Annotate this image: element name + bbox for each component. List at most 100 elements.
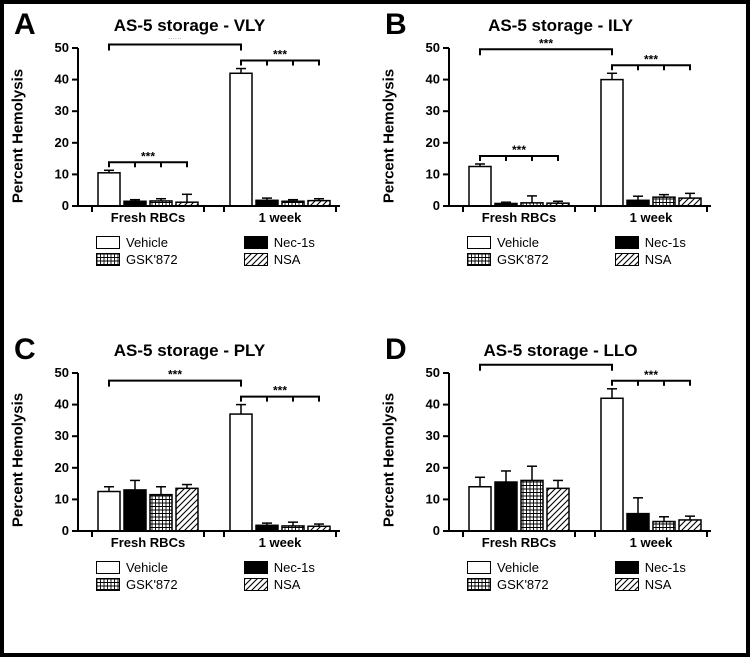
chart-wrap: Percent Hemolysis01020304050Fresh RBCs1 … [40, 363, 367, 558]
legend-swatch-Nec-1s [244, 561, 268, 574]
svg-text:***: *** [168, 38, 182, 46]
svg-text:***: *** [168, 367, 182, 381]
svg-text:1 week: 1 week [630, 535, 673, 550]
legend-label-NSA: NSA [645, 252, 672, 267]
figure-grid: AAS-5 storage - VLYPercent Hemolysis0102… [0, 0, 750, 657]
bar-Fresh-RBCs-Vehicle [469, 167, 491, 207]
legend-swatch-NSA [244, 253, 268, 266]
legend-label-NSA: NSA [645, 577, 672, 592]
svg-text:***: *** [644, 367, 658, 381]
bar-chart: 01020304050Fresh RBCs1 week********* [411, 38, 721, 233]
svg-text:10: 10 [426, 166, 440, 181]
bar-1-week-NSA [679, 198, 701, 206]
legend-swatch-NSA [615, 578, 639, 591]
legend-label-GSK'872: GSK'872 [497, 577, 549, 592]
legend: Vehicle Nec-1s GSK'872 NSA [96, 235, 367, 267]
svg-text:10: 10 [55, 166, 69, 181]
legend-item-NSA: NSA [244, 577, 367, 592]
panel-title: AS-5 storage - VLY [12, 16, 367, 36]
svg-text:Fresh RBCs: Fresh RBCs [111, 535, 185, 550]
legend-swatch-GSK'872 [467, 253, 491, 266]
panel-title: AS-5 storage - ILY [383, 16, 738, 36]
legend-label-Vehicle: Vehicle [126, 235, 168, 250]
legend-swatch-NSA [244, 578, 268, 591]
svg-text:50: 50 [426, 365, 440, 380]
panel-letter: D [385, 333, 407, 367]
legend-swatch-GSK'872 [467, 578, 491, 591]
svg-text:40: 40 [55, 72, 69, 87]
bar-Fresh-RBCs-Vehicle [469, 486, 491, 530]
legend-item-GSK'872: GSK'872 [96, 252, 230, 267]
panel-a: AAS-5 storage - VLYPercent Hemolysis0102… [4, 4, 375, 329]
bar-Fresh-RBCs-GSK'872 [521, 480, 543, 531]
panel-letter: B [385, 8, 407, 42]
legend-label-Nec-1s: Nec-1s [274, 560, 315, 575]
chart-wrap: Percent Hemolysis01020304050Fresh RBCs1 … [40, 38, 367, 233]
legend-swatch-Vehicle [467, 236, 491, 249]
legend-item-Nec-1s: Nec-1s [615, 560, 738, 575]
svg-text:10: 10 [55, 491, 69, 506]
bar-1-week-Vehicle [230, 414, 252, 531]
svg-text:***: *** [273, 383, 287, 397]
svg-text:***: *** [644, 52, 658, 66]
legend-item-NSA: NSA [615, 252, 738, 267]
svg-text:1 week: 1 week [630, 210, 673, 225]
bar-1-week-Vehicle [601, 80, 623, 206]
legend-label-GSK'872: GSK'872 [126, 577, 178, 592]
svg-text:Fresh RBCs: Fresh RBCs [482, 210, 556, 225]
legend-swatch-Vehicle [96, 561, 120, 574]
legend-item-Vehicle: Vehicle [467, 235, 601, 250]
panel-title: AS-5 storage - LLO [383, 341, 738, 361]
bar-chart: 01020304050Fresh RBCs1 week****** [40, 363, 350, 558]
legend-label-NSA: NSA [274, 252, 301, 267]
legend-label-Nec-1s: Nec-1s [645, 560, 686, 575]
svg-text:***: *** [539, 38, 553, 50]
bar-Fresh-RBCs-Vehicle [98, 173, 120, 206]
bar-Fresh-RBCs-NSA [547, 488, 569, 531]
panel-c: CAS-5 storage - PLYPercent Hemolysis0102… [4, 329, 375, 654]
legend-item-Nec-1s: Nec-1s [244, 235, 367, 250]
legend-item-Vehicle: Vehicle [96, 235, 230, 250]
legend-item-GSK'872: GSK'872 [467, 252, 601, 267]
y-axis-label: Percent Hemolysis [381, 393, 398, 527]
bar-chart: 01020304050Fresh RBCs1 week********* [40, 38, 350, 233]
svg-text:20: 20 [426, 459, 440, 474]
svg-text:50: 50 [55, 365, 69, 380]
svg-text:40: 40 [426, 396, 440, 411]
chart-wrap: Percent Hemolysis01020304050Fresh RBCs1 … [411, 363, 738, 558]
legend-item-Vehicle: Vehicle [96, 560, 230, 575]
bar-1-week-Vehicle [230, 73, 252, 206]
legend-swatch-Vehicle [467, 561, 491, 574]
panel-title: AS-5 storage - PLY [12, 341, 367, 361]
y-axis-label: Percent Hemolysis [10, 68, 27, 202]
svg-text:0: 0 [433, 198, 440, 213]
bar-1-week-Nec-1s [627, 513, 649, 530]
legend: Vehicle Nec-1s GSK'872 NSA [96, 560, 367, 592]
legend-item-NSA: NSA [615, 577, 738, 592]
bar-1-week-GSK'872 [653, 521, 675, 530]
legend: Vehicle Nec-1s GSK'872 NSA [467, 235, 738, 267]
svg-text:40: 40 [55, 396, 69, 411]
svg-text:Fresh RBCs: Fresh RBCs [111, 210, 185, 225]
svg-text:0: 0 [62, 523, 69, 538]
svg-text:1 week: 1 week [259, 210, 302, 225]
svg-text:***: *** [512, 143, 526, 157]
svg-text:30: 30 [426, 103, 440, 118]
y-axis-label: Percent Hemolysis [10, 393, 27, 527]
legend-label-Vehicle: Vehicle [126, 560, 168, 575]
svg-text:***: *** [141, 149, 155, 163]
chart-wrap: Percent Hemolysis01020304050Fresh RBCs1 … [411, 38, 738, 233]
svg-text:20: 20 [426, 135, 440, 150]
svg-text:20: 20 [55, 135, 69, 150]
legend-item-NSA: NSA [244, 252, 367, 267]
y-axis-label: Percent Hemolysis [381, 68, 398, 202]
bar-Fresh-RBCs-Vehicle [98, 491, 120, 531]
legend-label-NSA: NSA [274, 577, 301, 592]
legend-label-GSK'872: GSK'872 [497, 252, 549, 267]
svg-text:20: 20 [55, 459, 69, 474]
svg-text:***: *** [539, 363, 553, 366]
legend-swatch-Nec-1s [615, 236, 639, 249]
legend-label-Nec-1s: Nec-1s [645, 235, 686, 250]
legend-item-Nec-1s: Nec-1s [615, 235, 738, 250]
legend-item-Vehicle: Vehicle [467, 560, 601, 575]
